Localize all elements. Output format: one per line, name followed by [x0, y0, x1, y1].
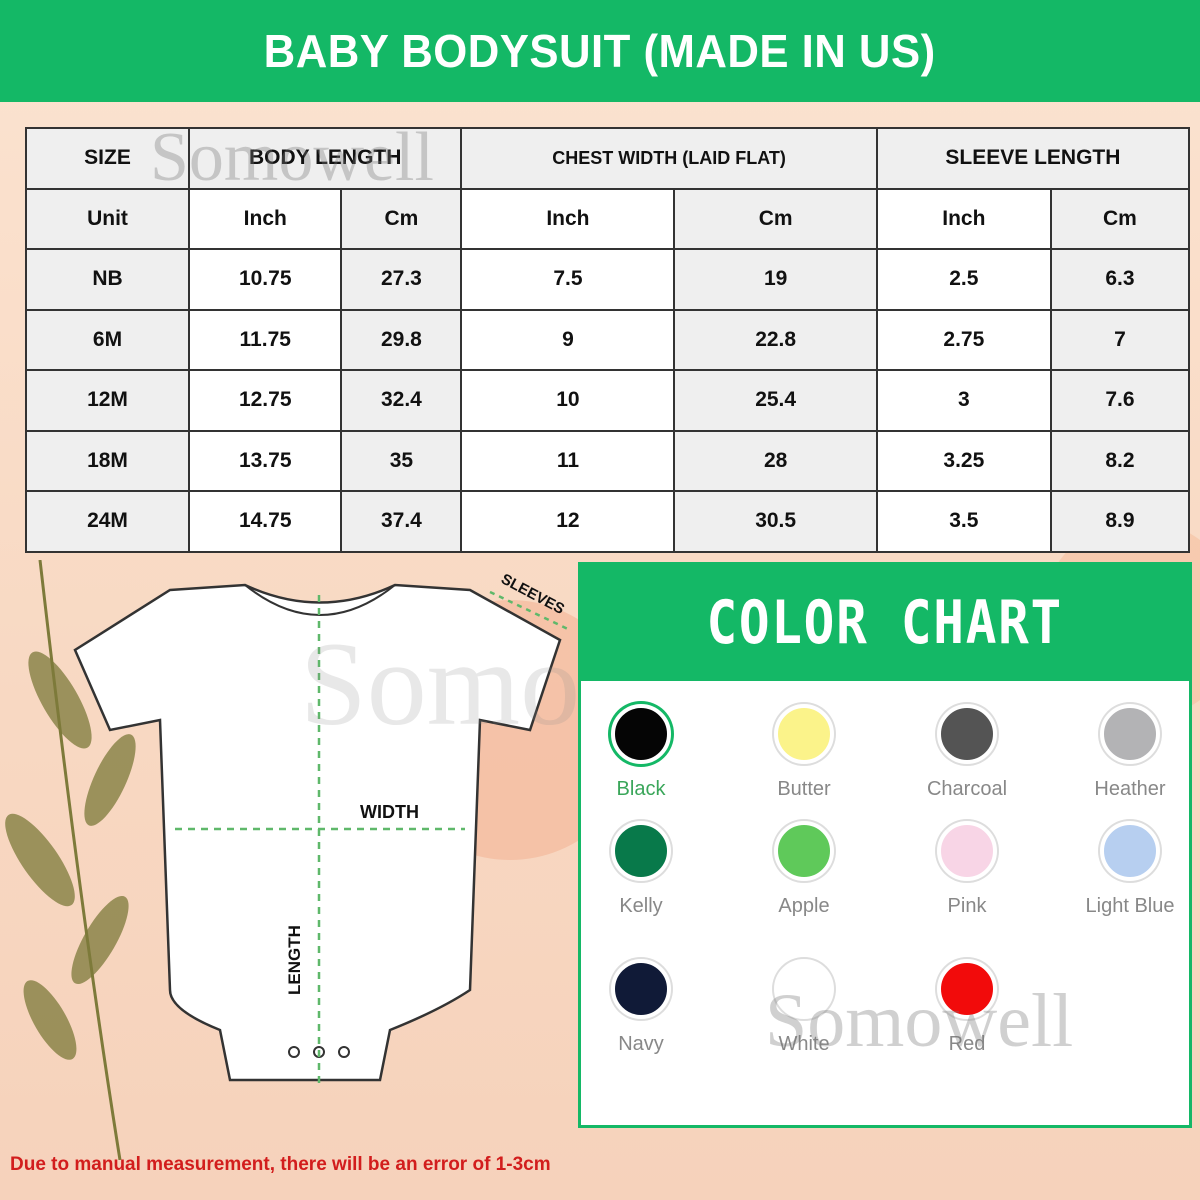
- color-dot: [611, 959, 671, 1019]
- value-cell: 37.4: [340, 490, 463, 553]
- value-cell: 14.75: [187, 490, 343, 553]
- unit-cell: Unit: [25, 187, 190, 250]
- table-row: NB 10.75 27.3 7.5 19 2.5 6.3: [25, 248, 1191, 311]
- color-swatch-navy[interactable]: Navy: [566, 959, 716, 1056]
- value-cell: 10.75: [187, 248, 343, 311]
- color-label: Black: [616, 778, 666, 800]
- color-label: Pink: [947, 895, 987, 917]
- size-table: SIZE BODY LENGTH CHEST WIDTH (LAID FLAT)…: [25, 127, 1191, 553]
- color-dot: [937, 959, 997, 1019]
- color-label: Charcoal: [926, 778, 1008, 800]
- value-cell: 10: [460, 369, 676, 432]
- leaf-decoration: [5, 560, 136, 1160]
- value-cell: 25.4: [673, 369, 878, 432]
- value-cell: 8.9: [1049, 490, 1191, 553]
- value-cell: 22.8: [673, 308, 878, 371]
- color-label: Kelly: [619, 895, 663, 917]
- value-cell: 29.8: [340, 308, 463, 371]
- value-cell: 9: [460, 308, 676, 371]
- table-row: 6M 11.75 29.8 9 22.8 2.75 7: [25, 308, 1191, 371]
- value-cell: 3.25: [875, 429, 1052, 492]
- unit-cell: Inch: [875, 187, 1052, 250]
- value-cell: 12.75: [187, 369, 343, 432]
- page-title: BABY BODYSUIT (MADE IN US): [264, 25, 936, 77]
- unit-cell: Cm: [340, 187, 463, 250]
- value-cell: 8.2: [1049, 429, 1191, 492]
- color-swatch-charcoal[interactable]: Charcoal: [892, 704, 1042, 801]
- header-size: SIZE: [25, 127, 190, 190]
- value-cell: 11.75: [187, 308, 343, 371]
- color-label: Light Blue: [1085, 895, 1175, 917]
- size-cell: 6M: [25, 308, 190, 371]
- value-cell: 28: [673, 429, 878, 492]
- header-sleeve-length: SLEEVE LENGTH: [875, 127, 1191, 190]
- value-cell: 3.5: [875, 490, 1052, 553]
- size-cell: 24M: [25, 490, 190, 553]
- color-swatch-red[interactable]: Red: [892, 959, 1042, 1056]
- width-label: WIDTH: [360, 802, 419, 822]
- color-swatch-black[interactable]: Black: [566, 704, 716, 801]
- color-swatch-heather[interactable]: Heather: [1055, 704, 1200, 801]
- table-row: 12M 12.75 32.4 10 25.4 3 7.6: [25, 369, 1191, 432]
- color-dot: [774, 821, 834, 881]
- color-label: White: [778, 1033, 830, 1055]
- color-dot: [611, 704, 671, 764]
- color-swatch-white[interactable]: White: [729, 959, 879, 1056]
- color-chart-panel: COLOR CHART Black Butter Charcoal Heather Ke…: [578, 562, 1192, 1128]
- value-cell: 2.75: [875, 308, 1052, 371]
- color-label: Apple: [778, 895, 830, 917]
- size-cell: 18M: [25, 429, 190, 492]
- color-swatch-kelly[interactable]: Kelly: [566, 821, 716, 918]
- value-cell: 12: [460, 490, 676, 553]
- value-cell: 7: [1049, 308, 1191, 371]
- value-cell: 7.5: [460, 248, 676, 311]
- table-row: 18M 13.75 35 11 28 3.25 8.2: [25, 429, 1191, 492]
- color-dot: [611, 821, 671, 881]
- unit-cell: Inch: [187, 187, 343, 250]
- value-cell: 13.75: [187, 429, 343, 492]
- value-cell: 32.4: [340, 369, 463, 432]
- color-dot: [1100, 821, 1160, 881]
- size-cell: NB: [25, 248, 190, 311]
- color-swatch-pink[interactable]: Pink: [892, 821, 1042, 918]
- sleeves-arrow: [489, 590, 571, 632]
- color-chart-header: COLOR CHART: [581, 565, 1189, 681]
- bodysuit-diagram: WIDTH LENGTH SLEEVES: [73, 571, 571, 1085]
- unit-cell: Cm: [1049, 187, 1191, 250]
- length-label: LENGTH: [285, 925, 304, 995]
- header-chest-width: CHEST WIDTH (LAID FLAT): [460, 127, 878, 190]
- header-body-length: BODY LENGTH: [187, 127, 463, 190]
- measurement-note: Due to manual measurement, there will be…: [10, 1154, 551, 1175]
- unit-cell: Inch: [460, 187, 676, 250]
- value-cell: 7.6: [1049, 369, 1191, 432]
- unit-cell: Cm: [673, 187, 878, 250]
- color-swatch-butter[interactable]: Butter: [729, 704, 879, 801]
- title-banner: BABY BODYSUIT (MADE IN US): [0, 0, 1200, 102]
- value-cell: 3: [875, 369, 1052, 432]
- value-cell: 19: [673, 248, 878, 311]
- table-row: 24M 14.75 37.4 12 30.5 3.5 8.9: [25, 490, 1191, 553]
- size-cell: 12M: [25, 369, 190, 432]
- color-label: Butter: [777, 778, 831, 800]
- color-dot: [937, 821, 997, 881]
- color-swatch-apple[interactable]: Apple: [729, 821, 879, 918]
- color-dot: [774, 959, 834, 1019]
- color-label: Heather: [1094, 778, 1166, 800]
- value-cell: 30.5: [673, 490, 878, 553]
- value-cell: 35: [340, 429, 463, 492]
- value-cell: 2.5: [875, 248, 1052, 311]
- value-cell: 6.3: [1049, 248, 1191, 311]
- table-header-row: SIZE BODY LENGTH CHEST WIDTH (LAID FLAT)…: [25, 127, 1191, 190]
- color-dot: [1100, 704, 1160, 764]
- value-cell: 27.3: [340, 248, 463, 311]
- color-chart-title: COLOR CHART: [706, 588, 1064, 658]
- color-label: Red: [948, 1033, 986, 1055]
- color-swatch-light-blue[interactable]: Light Blue: [1055, 821, 1200, 918]
- color-label: Navy: [618, 1033, 664, 1055]
- unit-row: Unit Inch Cm Inch Cm Inch Cm: [25, 187, 1191, 250]
- value-cell: 11: [460, 429, 676, 492]
- color-dot: [937, 704, 997, 764]
- color-dot: [774, 704, 834, 764]
